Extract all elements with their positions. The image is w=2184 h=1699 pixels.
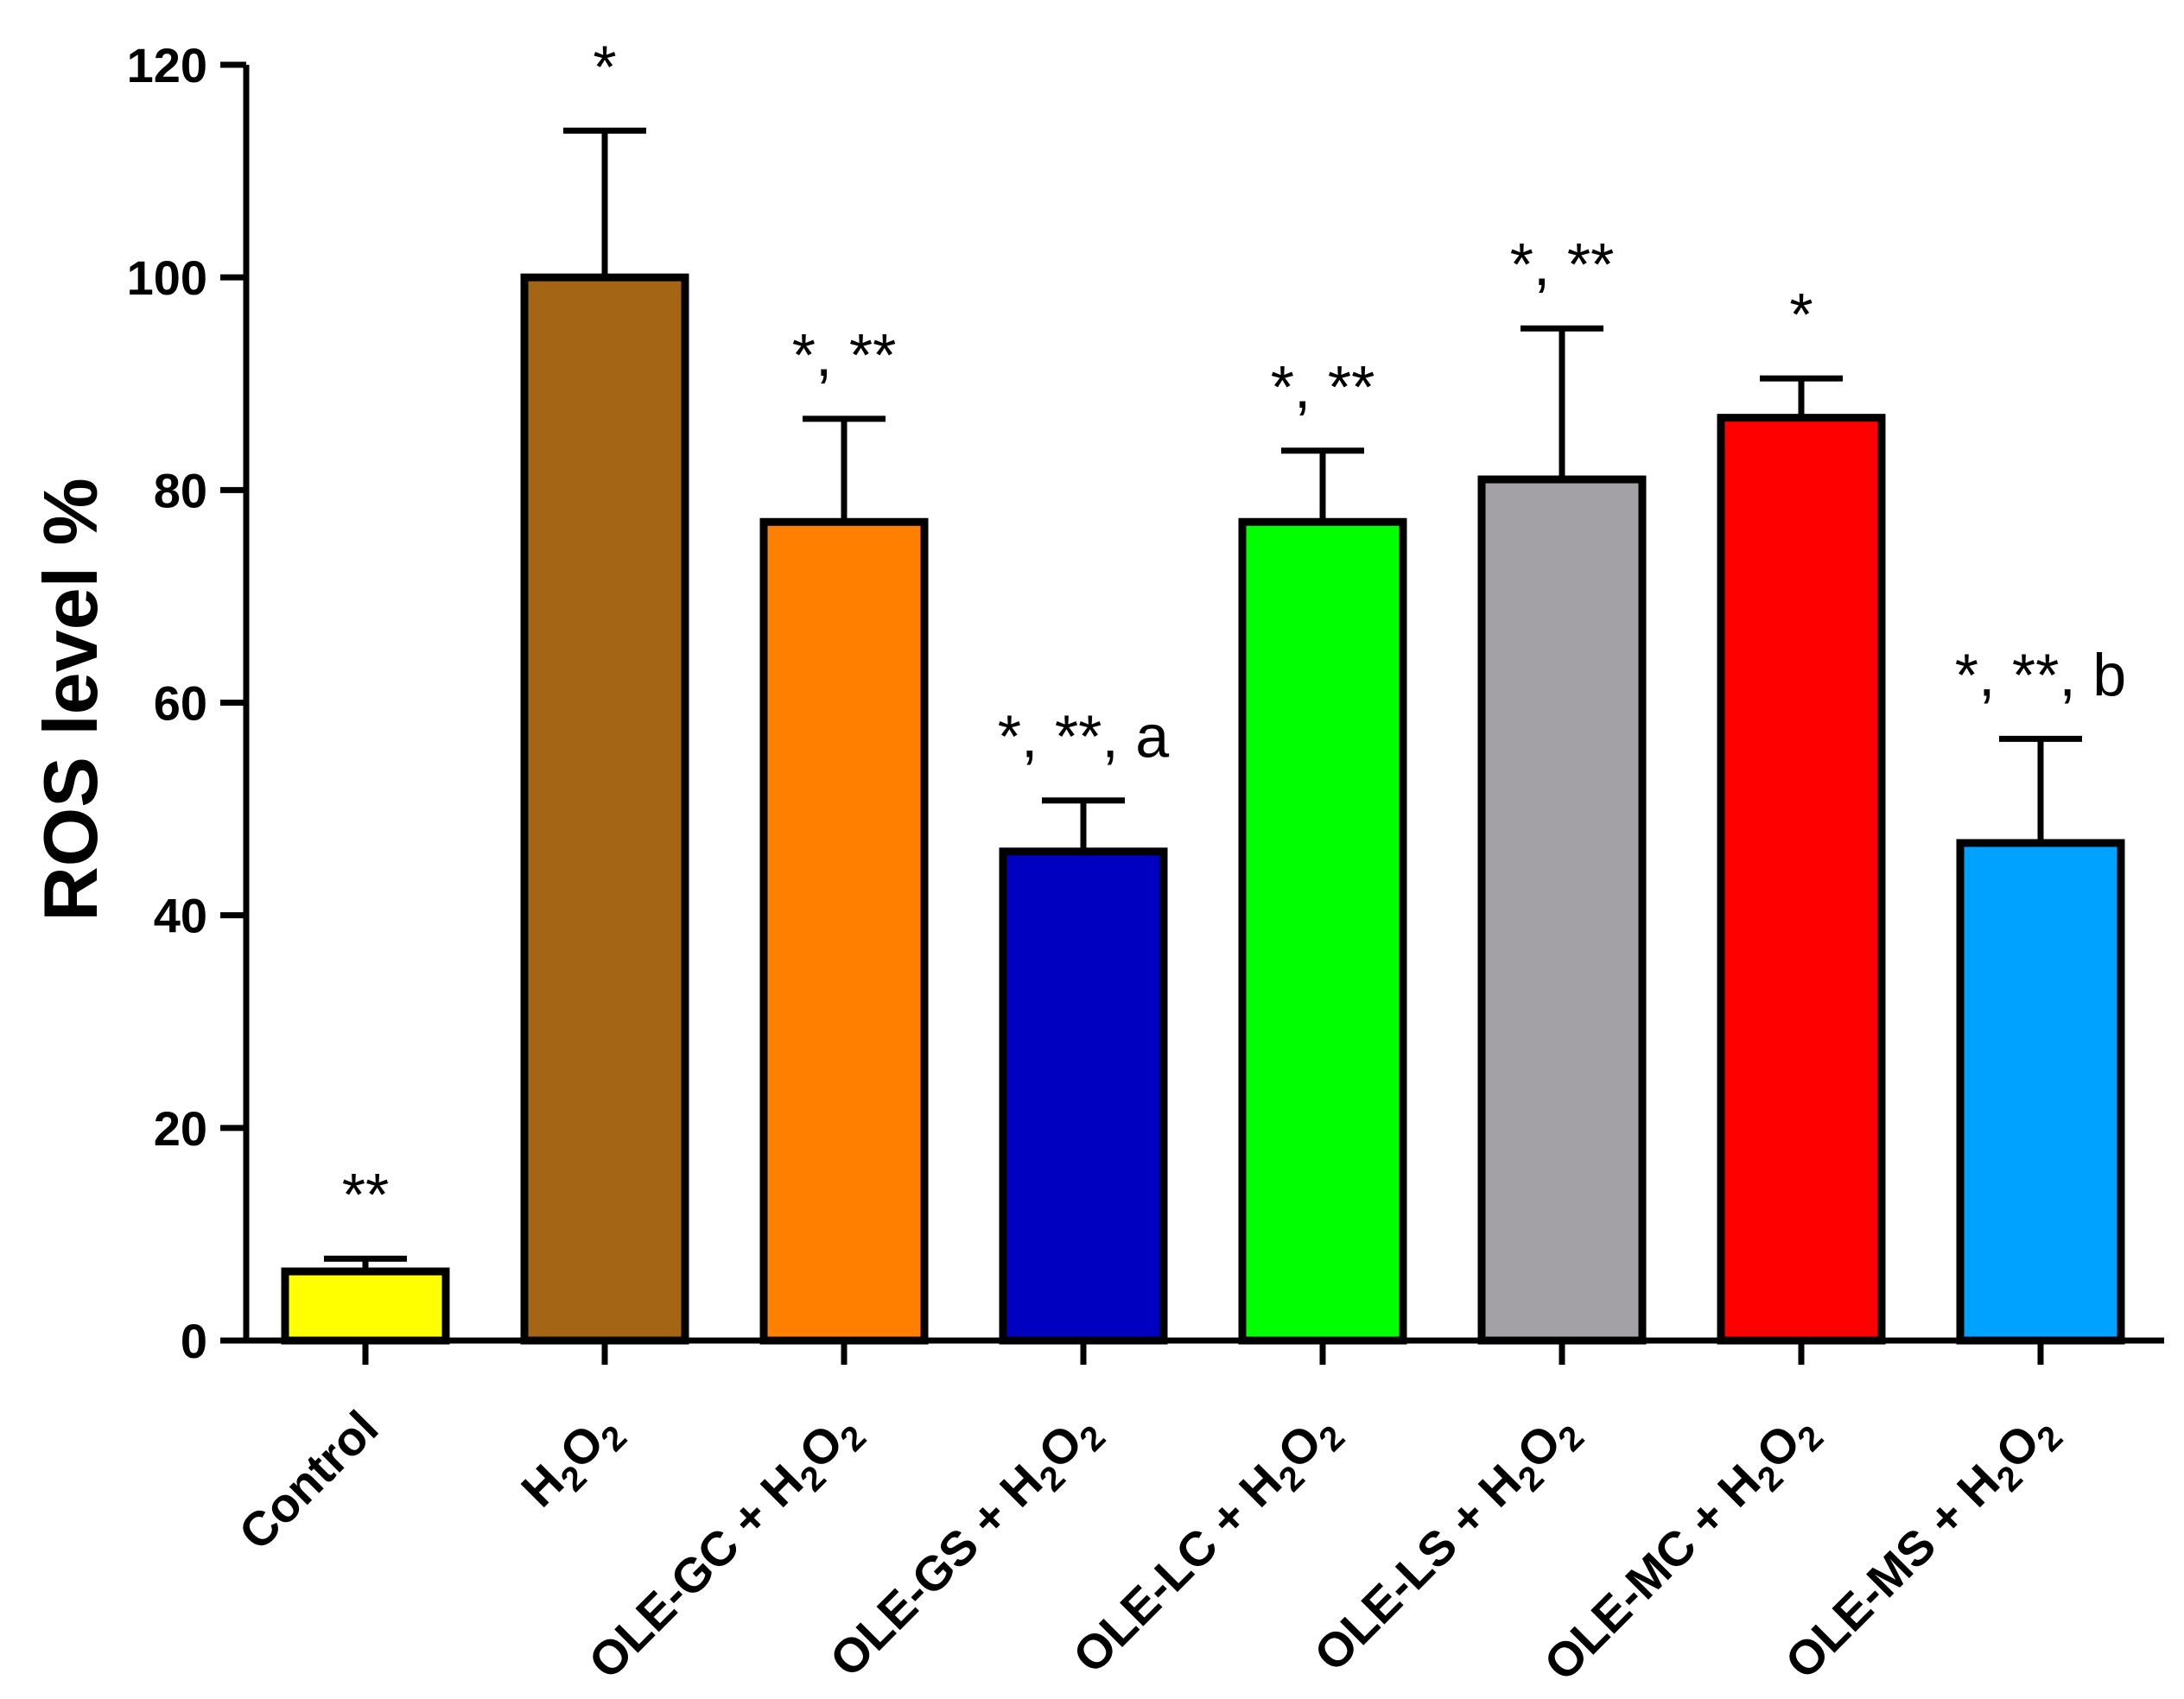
y-tick-label: 40 (154, 889, 207, 943)
bar (999, 847, 1168, 1345)
bar (1238, 517, 1407, 1345)
bar (759, 517, 929, 1345)
y-tick-label: 80 (154, 463, 207, 517)
significance-annotation: *, ** (792, 321, 897, 389)
category-label-base: OLE-MC + (1533, 1479, 1746, 1691)
significance-annotation: *, ** (1271, 353, 1375, 421)
category-label-base: OLE-LC + (1063, 1479, 1267, 1683)
y-ticks: 0 20 40 60 80 100 120 (127, 38, 246, 1368)
category-label-base: OLE-LS + (1304, 1479, 1507, 1682)
category-label-base: OLE-MS + (1774, 1479, 1985, 1689)
category-label-base: OLE-GS + (819, 1479, 1027, 1687)
bar (520, 273, 689, 1345)
y-tick-label: 20 (154, 1101, 207, 1156)
bar (1956, 839, 2125, 1345)
significance-annotation: * (1789, 281, 1813, 348)
bars: ****, ***, **, a*, ***, ****, **, b (281, 33, 2126, 1365)
y-tick-label: 120 (127, 38, 207, 92)
y-tick-label: 60 (154, 676, 207, 731)
significance-annotation: *, ** (1510, 231, 1615, 298)
y-tick-label: 0 (181, 1314, 207, 1368)
category-label-base: OLE-GC + (578, 1479, 789, 1689)
category-label: H2O2 (511, 1400, 634, 1524)
significance-annotation: *, **, a (998, 703, 1170, 770)
significance-annotation: ** (342, 1161, 389, 1228)
bar (1717, 414, 1886, 1345)
significance-annotation: * (593, 33, 616, 100)
y-axis-title: ROS level % (28, 478, 113, 922)
category-label: Control (228, 1400, 388, 1560)
significance-annotation: *, **, b (1955, 641, 2126, 708)
y-tick-label: 100 (127, 250, 207, 305)
bar (281, 1267, 450, 1345)
category-label-base: Control (228, 1400, 388, 1560)
bar (1477, 475, 1647, 1345)
